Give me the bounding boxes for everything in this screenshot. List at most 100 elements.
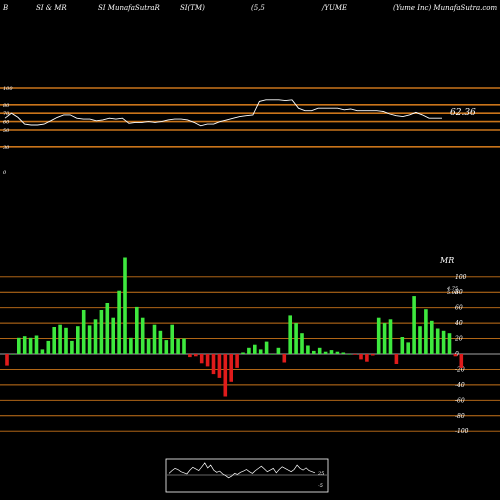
mr-bar bbox=[406, 342, 410, 354]
mr-bar bbox=[288, 315, 292, 354]
mr-bar bbox=[359, 354, 363, 360]
rsi-last-value-label: 62.36 bbox=[450, 108, 476, 118]
mr-bar bbox=[105, 303, 110, 354]
rsi-tick-label: 60 bbox=[3, 120, 10, 126]
mr-bar bbox=[46, 340, 51, 354]
thumbnail-tick-bottom: -5 bbox=[318, 483, 323, 489]
rsi-tick-label: 30 bbox=[3, 145, 10, 151]
mr-bar bbox=[435, 328, 440, 354]
rsi-tick-label: 80 bbox=[3, 103, 10, 109]
thumbnail-tick-top: 25 bbox=[317, 471, 324, 477]
mr-bar bbox=[70, 340, 74, 354]
mr-bar bbox=[87, 325, 92, 354]
mr-bar bbox=[176, 338, 180, 354]
mr-bar bbox=[424, 309, 428, 354]
mr-bar bbox=[365, 354, 369, 362]
mr-bar bbox=[341, 352, 346, 354]
mr-bar bbox=[99, 310, 104, 354]
rsi-tick-label: 100 bbox=[3, 86, 13, 92]
mr-tick-label: -60 bbox=[455, 397, 465, 404]
mr-bar bbox=[264, 341, 269, 354]
mr-bar bbox=[164, 340, 169, 354]
mr-bar bbox=[306, 345, 310, 354]
mr-bar bbox=[323, 351, 328, 354]
mr-bar bbox=[253, 344, 257, 354]
mr-bar bbox=[188, 354, 192, 358]
mr-bar bbox=[28, 337, 33, 354]
thumbnail-frame bbox=[165, 458, 329, 493]
mr-bar bbox=[111, 317, 115, 354]
header-si-mr: SI & MR bbox=[36, 4, 67, 12]
mr-bar bbox=[81, 310, 86, 354]
mr-bar bbox=[282, 354, 287, 363]
mr-bar bbox=[418, 326, 422, 354]
mr-bar bbox=[329, 350, 334, 354]
mr-bar bbox=[247, 347, 251, 354]
mr-bar bbox=[217, 354, 222, 378]
thumbnail-panel: 25 -5 bbox=[165, 458, 329, 493]
rsi-line bbox=[4, 99, 442, 127]
mr-bar bbox=[294, 323, 298, 354]
mr-bar bbox=[300, 333, 304, 354]
mr-bar bbox=[441, 330, 446, 354]
mr-bar bbox=[276, 347, 281, 354]
rsi-panel: 100 80 70 60 50 30 0 62.36 bbox=[0, 86, 500, 176]
mr-bar bbox=[335, 351, 340, 354]
mr-tick-label: -20 bbox=[455, 366, 465, 373]
mr-bar bbox=[170, 324, 174, 354]
mr-bar bbox=[229, 354, 233, 382]
mr-bar bbox=[376, 317, 381, 354]
mr-bar bbox=[158, 330, 163, 354]
header-period: (5,5 bbox=[251, 4, 265, 12]
mr-bar bbox=[117, 290, 121, 354]
mr-bar bbox=[52, 327, 56, 354]
mr-bar bbox=[146, 338, 151, 354]
mr-bar bbox=[317, 347, 322, 354]
mr-bar bbox=[64, 327, 68, 354]
rsi-tick-label: 50 bbox=[3, 128, 10, 134]
mr-bar bbox=[93, 319, 98, 354]
mr-tick-label: -40 bbox=[455, 382, 465, 389]
mr-bar bbox=[199, 354, 204, 364]
mr-tick-label: 40 bbox=[454, 320, 463, 327]
mr-bar bbox=[205, 354, 210, 367]
thumbnail-line bbox=[168, 462, 316, 479]
mr-bar bbox=[459, 354, 464, 368]
mr-bar bbox=[430, 320, 434, 354]
mr-bar bbox=[371, 354, 375, 356]
header-symbol: /YUME bbox=[322, 4, 348, 12]
header-ticker-paren: SI(TM) bbox=[180, 4, 205, 12]
mr-bar bbox=[5, 354, 9, 366]
mr-bar bbox=[447, 333, 452, 354]
mr-bar bbox=[152, 324, 157, 354]
mr-bar bbox=[400, 337, 405, 354]
rsi-tick-label: 70 bbox=[3, 111, 10, 117]
mr-bar bbox=[76, 326, 80, 354]
mr-bar bbox=[11, 354, 15, 355]
mr-panel: 100806040200-20-40-60-80-100 MR 4.75 5.0… bbox=[0, 256, 500, 435]
mr-tick-label: 80 bbox=[455, 289, 463, 296]
mr-tick-label: -100 bbox=[455, 428, 469, 435]
mr-bar bbox=[17, 337, 21, 354]
mr-tick-label: 100 bbox=[455, 274, 467, 281]
mr-tick-label: 20 bbox=[454, 336, 463, 343]
mr-label: MR bbox=[439, 256, 454, 265]
mr-bar bbox=[123, 257, 127, 354]
mr-bar bbox=[34, 335, 39, 354]
header-left: B bbox=[3, 4, 9, 12]
mr-bar bbox=[140, 317, 145, 354]
mr-value-label-a: 4.75 bbox=[446, 286, 458, 292]
mr-tick-label: 60 bbox=[455, 305, 463, 312]
mr-bar bbox=[40, 349, 45, 354]
mr-bar bbox=[388, 319, 393, 354]
mr-bar bbox=[223, 354, 228, 397]
mr-bar bbox=[258, 349, 263, 354]
mr-bar bbox=[394, 354, 399, 364]
mr-bar bbox=[412, 296, 416, 354]
header-rsi-title: SI MunafaSutraR bbox=[98, 4, 160, 12]
mr-bar bbox=[129, 337, 133, 354]
mr-tick-label: -80 bbox=[455, 413, 465, 420]
mr-bar bbox=[182, 338, 186, 354]
mr-bar bbox=[453, 354, 458, 357]
